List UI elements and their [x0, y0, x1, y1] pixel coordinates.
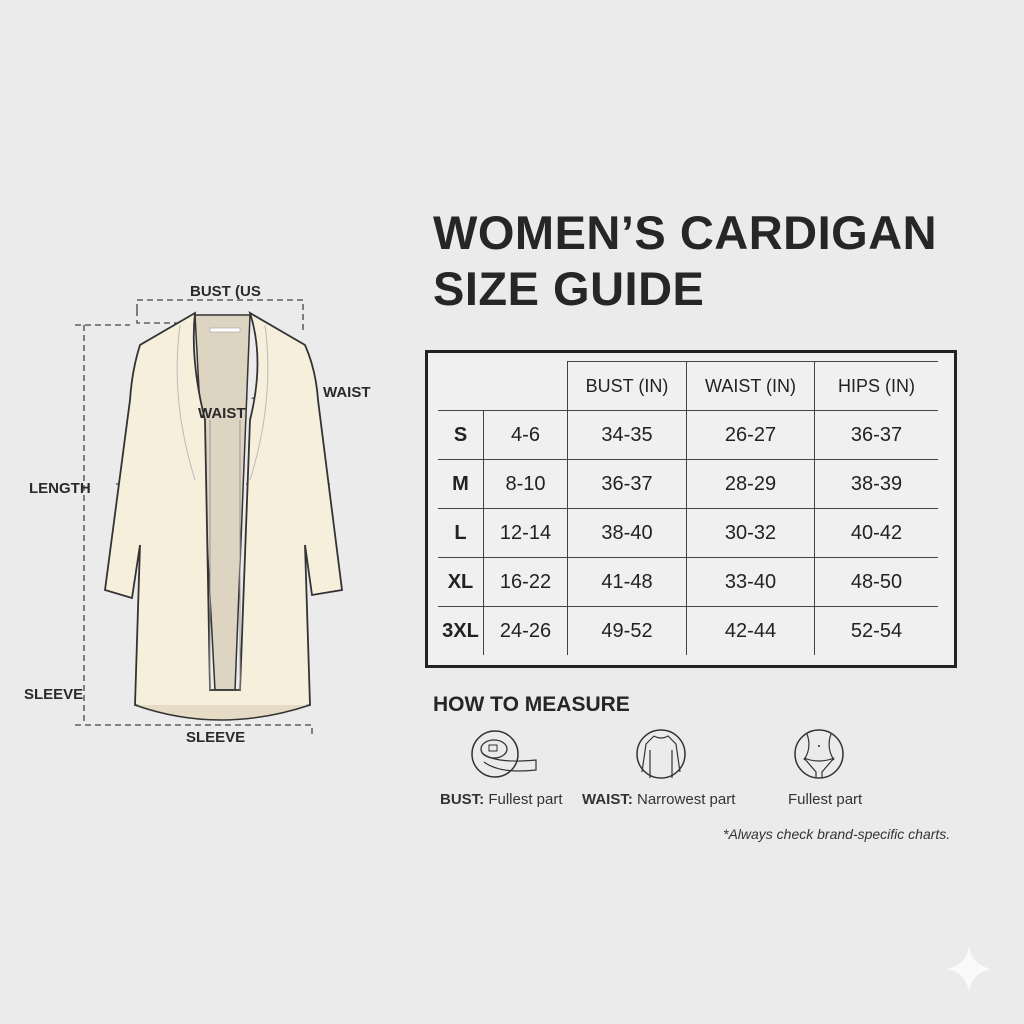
label-bust: BUST (US [190, 283, 261, 300]
label-waist-center: WAIST [198, 405, 246, 422]
how-to-measure-heading: HOW TO MEASURE [433, 693, 630, 716]
waist-cell: 33-40 [686, 557, 815, 607]
header-hips: HIPS (IN) [814, 361, 938, 411]
neck-label-tag [209, 327, 241, 333]
size-table: BUST (IN) WAIST (IN) HIPS (IN) S 4-6 34-35… [438, 361, 938, 655]
bust-cell: 36-37 [567, 459, 687, 509]
table-header-row: BUST (IN) WAIST (IN) HIPS (IN) [438, 361, 938, 411]
cardigan-diagram [75, 299, 344, 735]
title-line-1: WOMEN’S CARDIGAN [433, 206, 938, 259]
waist-caption-bold: WAIST: [582, 791, 633, 808]
table-row: 3XL 24-26 49-52 42-44 52-54 [438, 606, 938, 655]
size-cell: XL [438, 557, 484, 607]
label-sleeve-left: SLEEVE [24, 686, 84, 703]
us-size-cell: 8-10 [483, 459, 568, 509]
hips-cell: 52-54 [814, 606, 938, 655]
hips-cell: 36-37 [814, 410, 938, 460]
hips-caption: Fullest part [788, 791, 862, 808]
table-row: XL 16-22 41-48 33-40 48-50 [438, 557, 938, 607]
hips-caption-text: Fullest part [788, 791, 863, 808]
bust-cell: 38-40 [567, 508, 687, 558]
tape-measure-icon [471, 730, 537, 778]
label-length: LENGTH [29, 480, 91, 497]
waist-caption-text: Narrowest part [632, 791, 736, 808]
bust-cell: 49-52 [567, 606, 687, 655]
hips-cell: 38-39 [814, 459, 938, 509]
label-sleeve-bottom: SLEEVE [186, 729, 246, 746]
bust-cell: 34-35 [567, 410, 687, 460]
us-size-cell: 16-22 [483, 557, 568, 607]
size-cell: L [438, 508, 484, 558]
bust-cell: 41-48 [567, 557, 687, 607]
waist-caption: WAIST: Narrowest part [582, 791, 735, 808]
table-row: L 12-14 38-40 30-32 40-42 [438, 508, 938, 558]
title-line-2: SIZE GUIDE [433, 262, 705, 315]
hips-cell: 40-42 [814, 508, 938, 558]
us-size-cell: 12-14 [483, 508, 568, 558]
waist-cell: 26-27 [686, 410, 815, 460]
us-size-cell: 24-26 [483, 606, 568, 655]
size-cell: M [438, 459, 484, 509]
label-waist-right: WAIST [323, 384, 371, 401]
size-cell: 3XL [438, 606, 484, 655]
table-row: M 8-10 36-37 28-29 38-39 [438, 459, 938, 509]
header-empty [438, 361, 568, 411]
cardigan-body [104, 311, 344, 716]
sparkle-icon [946, 946, 992, 992]
us-size-cell: 4-6 [483, 410, 568, 460]
footnote: *Always check brand-specific charts. [723, 826, 951, 842]
hips-cell: 48-50 [814, 557, 938, 607]
waist-cell: 42-44 [686, 606, 815, 655]
size-cell: S [438, 410, 484, 460]
long-sleeve-top-icon [636, 729, 686, 779]
header-waist: WAIST (IN) [686, 361, 815, 411]
bust-caption-bold: BUST: [440, 791, 485, 808]
bust-caption: BUST: Fullest part [440, 791, 563, 808]
waist-cell: 28-29 [686, 459, 815, 509]
page-title: WOMEN’S CARDIGAN SIZE GUIDE [433, 205, 937, 317]
size-table-frame: BUST (IN) WAIST (IN) HIPS (IN) S 4-6 34-35… [425, 350, 957, 668]
table-row: S 4-6 34-35 26-27 36-37 [438, 410, 938, 460]
bust-caption-text: Fullest part [484, 791, 563, 808]
hips-icon [794, 729, 844, 779]
header-bust: BUST (IN) [567, 361, 687, 411]
waist-cell: 30-32 [686, 508, 815, 558]
